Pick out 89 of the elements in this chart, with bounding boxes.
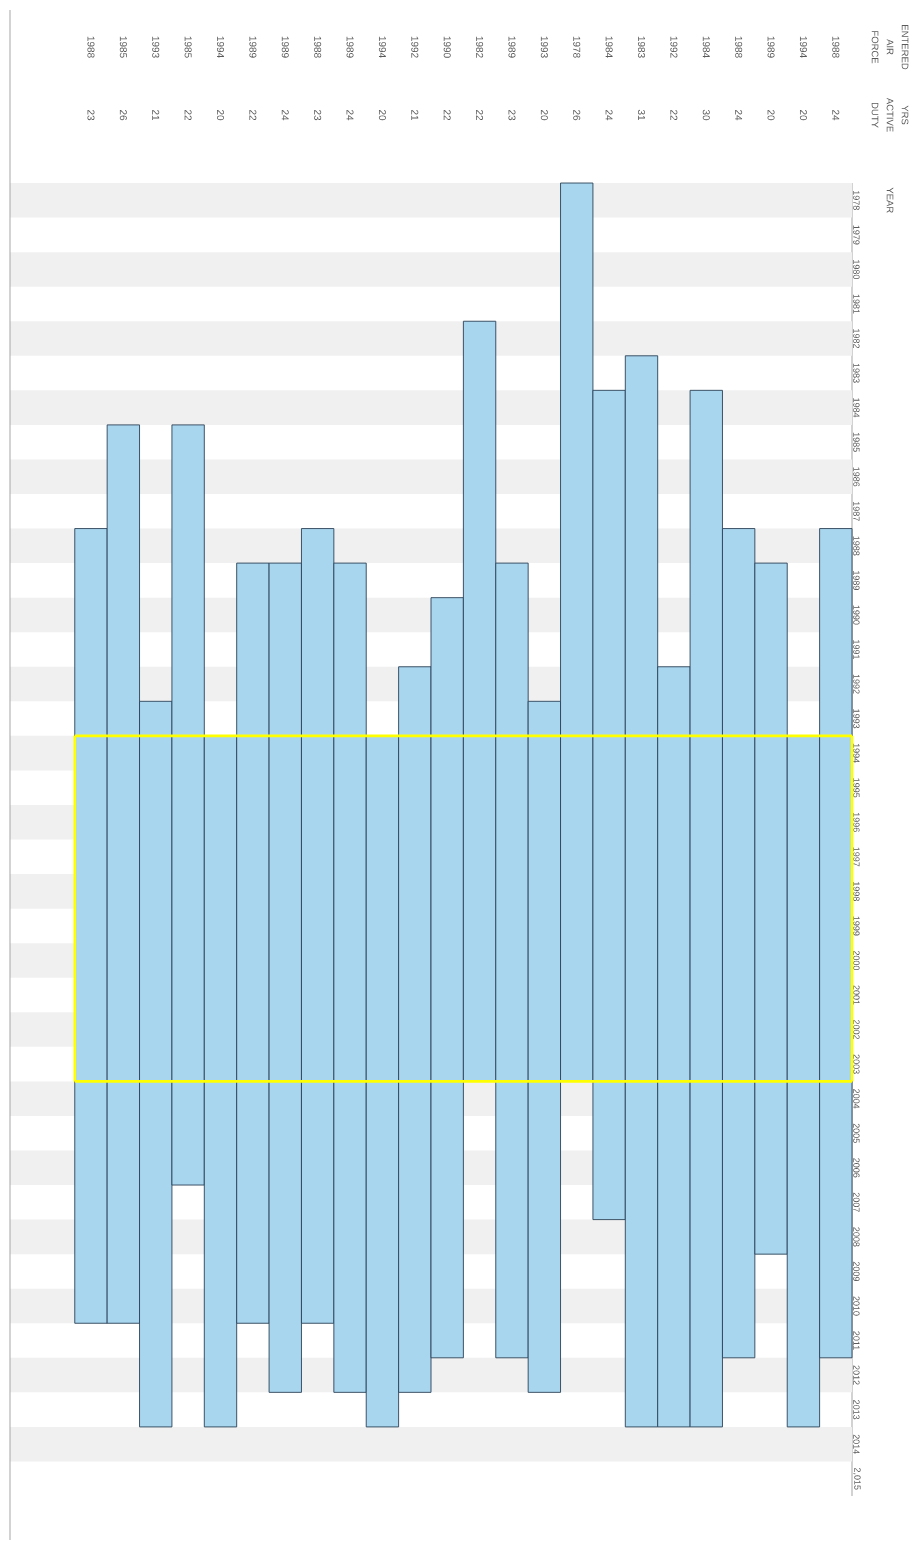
y-tick-label: 1982 [853, 329, 860, 349]
x-tick-label: 1989 [281, 36, 289, 58]
data-label: 30 [702, 109, 710, 121]
x-tick-label: 1989 [249, 36, 257, 58]
y-tick-label: 2004 [853, 1089, 860, 1109]
data-label: 23 [508, 109, 516, 121]
y-tick-label: 1979 [853, 225, 860, 245]
x-tick-label: 1994 [799, 36, 807, 58]
y-tick-label: 2000 [853, 950, 860, 971]
y-tick-label: 1996 [853, 812, 860, 832]
y-tick-label: 2001 [853, 985, 860, 1005]
y-tick-label: 2007 [853, 1192, 860, 1212]
y-tick-label: 1995 [853, 778, 860, 798]
y-tick-label: 1991 [853, 640, 860, 660]
data-label: 20 [378, 109, 386, 121]
y-tick-label: 2014 [853, 1434, 860, 1454]
text: ENTERED AIR FORCE [871, 25, 909, 70]
x-tick-label: 1989 [767, 36, 775, 58]
x-tick-label: 1988 [87, 36, 95, 58]
data-label: 21 [411, 109, 419, 121]
y-tick-label: 1997 [853, 847, 860, 867]
data-label: 20 [767, 109, 775, 121]
data-label: 21 [152, 109, 160, 121]
data-label: 22 [443, 109, 451, 121]
data-label: 26 [119, 109, 127, 121]
data-label: 22 [476, 109, 484, 121]
x-tick-label: 1985 [119, 36, 127, 58]
x-tick-label: 1992 [670, 36, 678, 58]
y-tick-label: 2011 [853, 1331, 860, 1350]
x-tick-label: 1983 [637, 36, 646, 58]
x-tick-label: 1982 [476, 36, 484, 58]
x-tick-label: 1988 [735, 36, 743, 58]
x-tick-label: 1985 [184, 36, 192, 58]
data-label: 20 [540, 109, 548, 121]
y-tick-label: 1986 [853, 467, 860, 487]
y-tick-label: 1999 [853, 916, 860, 936]
y-tick-label: 1992 [853, 674, 860, 694]
y-tick-label: 2005 [853, 1123, 860, 1143]
x-tick-label: 1990 [443, 36, 451, 58]
x-tick-label: 1992 [411, 36, 419, 58]
x-tick-label: 1993 [152, 36, 160, 58]
y-tick-label: 1978 [853, 190, 860, 210]
x-tick-label: 1994 [378, 36, 386, 58]
data-label: 22 [184, 109, 192, 121]
y-tick-label: 1984 [853, 398, 860, 418]
x-tick-label: 1988 [832, 36, 840, 58]
y-tick-label: 1980 [853, 260, 860, 280]
y-tick-label: 2010 [853, 1296, 860, 1316]
y-tick-label: 1987 [853, 501, 860, 521]
data-label: 22 [670, 109, 678, 121]
data-label: 20 [216, 109, 225, 121]
data-label: 31 [637, 109, 646, 121]
y-tick-label: 1994 [853, 743, 860, 763]
y-tick-label: 2013 [853, 1400, 860, 1420]
data-label: 23 [87, 109, 95, 121]
y-tick-label: 1989 [853, 571, 860, 590]
x-tick-label: 1984 [702, 36, 710, 58]
y-tick-label: 1988 [853, 536, 860, 556]
data-label: 26 [573, 109, 581, 121]
x-tick-label: 1994 [216, 36, 225, 58]
data-label: 24 [346, 109, 354, 121]
y-tick-label: 1983 [853, 363, 860, 383]
y-tick-label: 2002 [853, 1020, 860, 1040]
data-label: 23 [314, 109, 322, 121]
y-tick-label: 2003 [853, 1054, 860, 1074]
y-tick-label: 1981 [853, 294, 860, 314]
x-tick-label: 1988 [314, 36, 322, 58]
y-tick-label: 1990 [853, 605, 860, 625]
y-tick-label: 2012 [853, 1365, 860, 1385]
y-tick-label: 2006 [853, 1158, 860, 1178]
y-axis-title: YEAR [886, 187, 894, 213]
x-tick-label: 1989 [346, 36, 354, 58]
data-label: 24 [281, 109, 289, 121]
y-tick-label: 2,015 [853, 1467, 861, 1490]
data-label: 24 [832, 109, 840, 121]
x-tick-label: 1984 [605, 36, 613, 58]
x-tick-label: 1989 [508, 36, 516, 58]
y-tick-label: 2009 [853, 1261, 860, 1282]
text: YRS ACTIVE DUTY [871, 97, 909, 132]
data-label: 24 [735, 109, 743, 121]
y-tick-label: 1985 [853, 432, 860, 452]
y-tick-label: 1998 [853, 882, 860, 901]
x-tick-label: 1978 [573, 36, 581, 58]
data-label: 20 [799, 109, 807, 121]
data-label: 24 [605, 109, 613, 121]
y-tick-label: 2008 [853, 1227, 860, 1247]
data-label: 22 [249, 109, 257, 121]
y-tick-label: 1993 [853, 709, 860, 729]
x-tick-label: 1993 [540, 36, 548, 58]
